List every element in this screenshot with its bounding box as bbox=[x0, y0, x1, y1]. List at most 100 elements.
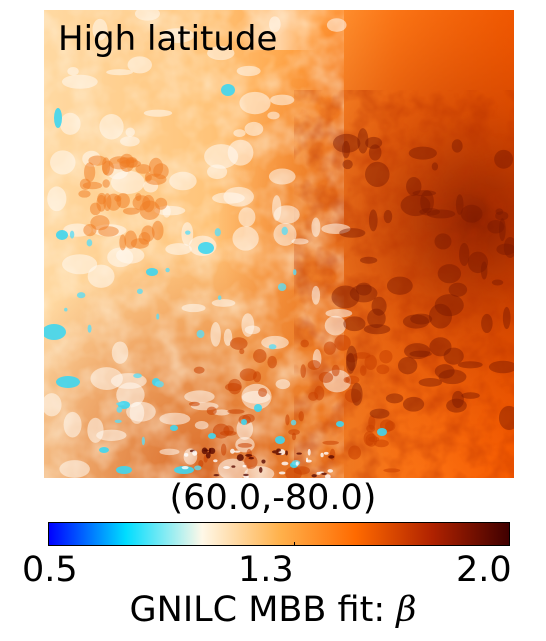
map-texture-blob bbox=[459, 242, 470, 266]
map-texture-blob bbox=[208, 447, 216, 455]
map-texture-blob bbox=[363, 431, 375, 446]
map-texture-blob bbox=[252, 371, 262, 383]
map-texture-blob bbox=[233, 129, 246, 137]
map-texture-blob bbox=[480, 261, 488, 280]
map-texture-blob bbox=[133, 373, 142, 379]
map-texture-blob bbox=[342, 140, 351, 159]
map-texture-blob bbox=[368, 209, 378, 232]
map-texture-blob bbox=[159, 412, 191, 425]
map-texture-blob bbox=[311, 474, 317, 478]
map-texture-blob bbox=[146, 268, 158, 276]
map-texture-blob bbox=[434, 294, 464, 317]
colorbar-gradient bbox=[48, 522, 510, 546]
map-texture-blob bbox=[298, 411, 304, 422]
map-texture-blob bbox=[311, 285, 321, 305]
map-texture-blob bbox=[213, 474, 220, 477]
map-texture-blob bbox=[434, 364, 455, 379]
map-texture-blob bbox=[349, 284, 378, 303]
map-texture-blob bbox=[365, 161, 390, 187]
map-texture-blob bbox=[275, 452, 282, 456]
map-texture-blob bbox=[314, 385, 325, 401]
map-texture-blob bbox=[160, 28, 195, 43]
map-texture-blob bbox=[125, 127, 135, 137]
map-texture-blob bbox=[106, 69, 133, 76]
map-texture-blob bbox=[269, 16, 281, 33]
map-texture-blob bbox=[331, 364, 340, 377]
colorbar-mid-tick bbox=[294, 542, 296, 546]
map-texture-blob bbox=[201, 447, 208, 455]
colorbar bbox=[48, 522, 510, 546]
colorbar-mid-label: 1.3 bbox=[238, 550, 294, 590]
map-texture-blob bbox=[229, 337, 248, 350]
map-texture-blob bbox=[214, 228, 221, 237]
map-texture-blob bbox=[311, 217, 321, 237]
map-texture-blob bbox=[431, 162, 439, 171]
map-texture-blob bbox=[305, 459, 312, 463]
map-texture-blob bbox=[383, 468, 401, 473]
map-texture-blob bbox=[207, 46, 235, 61]
map-texture-blob bbox=[196, 329, 205, 339]
map-texture-blob bbox=[136, 288, 143, 295]
map-texture-blob bbox=[277, 283, 287, 291]
map-texture-blob bbox=[258, 466, 263, 473]
map-texture-blob bbox=[233, 450, 241, 453]
map-texture-blob bbox=[78, 190, 91, 198]
map-texture-blob bbox=[111, 341, 129, 364]
map-texture-blob bbox=[227, 409, 245, 414]
map-texture-blob bbox=[143, 109, 173, 117]
map-texture-blob bbox=[384, 421, 396, 431]
map-texture-blob bbox=[428, 303, 453, 329]
map-texture-blob bbox=[332, 133, 361, 153]
map-texture-blob bbox=[419, 207, 440, 216]
map-texture-blob bbox=[324, 315, 347, 336]
map-texture-blob bbox=[67, 67, 79, 76]
map-texture-blob bbox=[329, 448, 336, 461]
map-texture-blob bbox=[245, 454, 253, 457]
map-title: High latitude bbox=[58, 19, 278, 59]
map-texture-blob bbox=[365, 136, 383, 149]
map-texture-blob bbox=[192, 450, 198, 456]
map-texture-blob bbox=[275, 379, 291, 390]
map-texture-blob bbox=[285, 450, 288, 456]
map-texture-blob bbox=[429, 337, 452, 357]
map-texture-blob bbox=[325, 308, 353, 318]
map-texture-blob bbox=[63, 411, 82, 438]
map-texture-blob bbox=[124, 230, 138, 249]
map-texture-blob bbox=[400, 194, 431, 217]
map-texture-blob bbox=[373, 439, 389, 448]
map-texture-blob bbox=[267, 355, 277, 369]
map-texture-blob bbox=[241, 419, 247, 425]
map-texture-blob bbox=[404, 343, 431, 360]
map-texture-blob bbox=[244, 121, 264, 136]
map-texture-blob bbox=[86, 239, 93, 247]
map-texture-blob bbox=[503, 236, 514, 258]
map-texture-blob bbox=[141, 225, 155, 242]
map-texture-blob bbox=[355, 282, 372, 296]
map-texture-blob bbox=[132, 195, 151, 211]
map-texture-blob bbox=[360, 256, 378, 264]
map-texture-blob bbox=[84, 162, 96, 183]
map-texture-blob bbox=[368, 144, 382, 161]
map-texture-blob bbox=[498, 218, 506, 242]
map-texture-blob bbox=[288, 429, 300, 436]
map-texture-blob bbox=[369, 408, 390, 419]
map-texture-blob bbox=[89, 202, 101, 216]
map-texture-blob bbox=[116, 406, 123, 413]
map-texture-blob bbox=[208, 433, 216, 439]
map-texture-blob bbox=[371, 296, 387, 316]
map-texture-blob bbox=[217, 458, 248, 478]
map-texture-blob bbox=[253, 349, 267, 363]
map-texture-blob bbox=[307, 360, 321, 370]
map-texture-blob bbox=[170, 425, 178, 431]
map-texture-blob bbox=[116, 402, 125, 406]
map-texture-blob bbox=[357, 128, 369, 154]
map-texture-blob bbox=[231, 465, 236, 468]
map-texture-blob bbox=[385, 393, 404, 404]
map-texture-blob bbox=[188, 401, 200, 407]
map-texture-blob bbox=[321, 223, 351, 235]
map-texture-blob bbox=[359, 365, 367, 377]
map-texture-blob bbox=[367, 308, 386, 329]
map-texture-blob bbox=[120, 136, 140, 147]
map-texture-blob bbox=[344, 388, 362, 403]
map-texture-blob bbox=[351, 382, 363, 406]
